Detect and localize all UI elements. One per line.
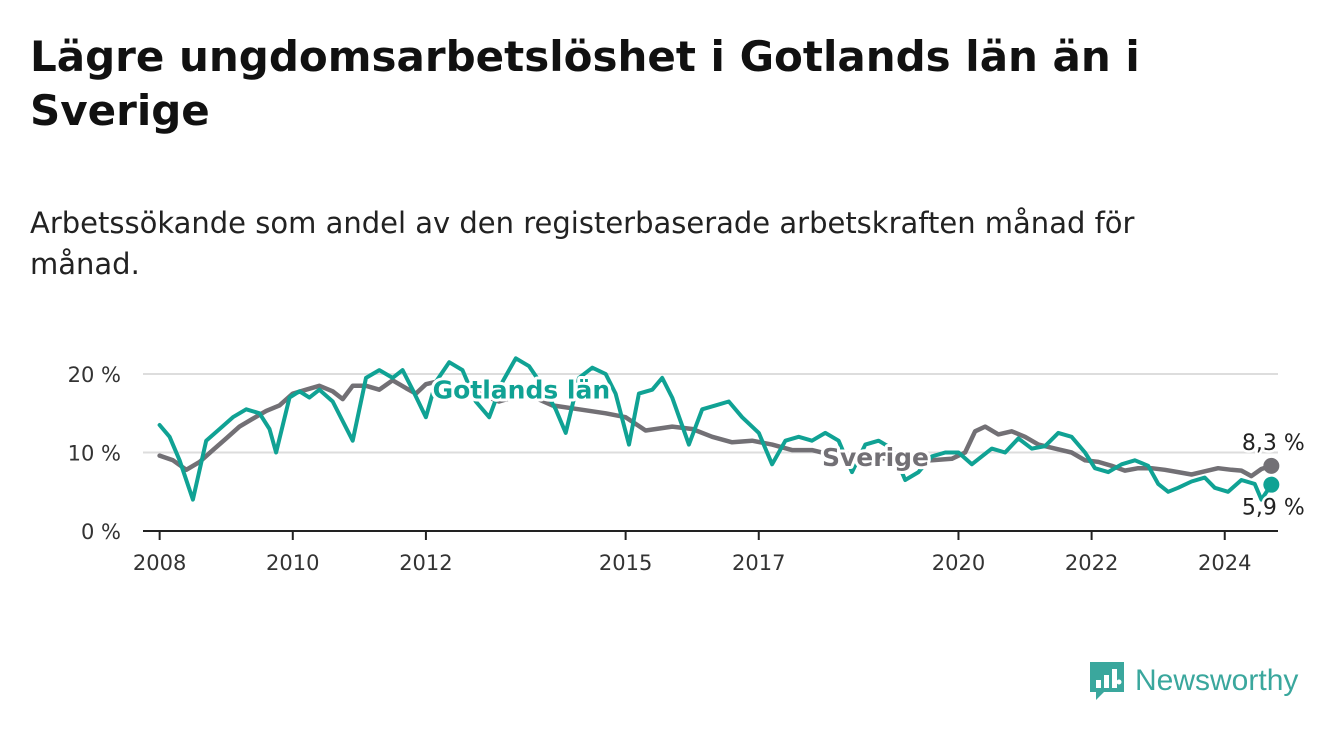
x-tick-label: 2020 [932,551,985,575]
x-tick-label: 2010 [266,551,319,575]
series-lines [157,356,1280,502]
axes: 0 % 10 % 20 % 2008 2010 2012 2015 2017 2020 2022 2… [68,363,1278,575]
chart-title: Lägre ungdomsarbetslöshet i Gotlands län… [30,32,1140,135]
series-line-gotlands-l-n [157,356,1274,502]
x-tick-label: 2017 [732,551,785,575]
newsworthy-logo: Newsworthy [1088,660,1298,702]
series-end-point-sverige [1263,457,1280,474]
series-label-gotlands-l-n: Gotlands län [433,375,611,404]
x-tick-label: 2024 [1198,551,1251,575]
chart-subtitle: Arbetssökande som andel av den registerb… [30,206,1135,281]
series-label-sverige: Sverige [822,443,929,472]
end-value-label-sverige: 8,3 % [1242,431,1305,456]
y-tick-label: 10 % [68,442,121,466]
x-tick-label: 2022 [1065,551,1118,575]
y-tick-label: 0 % [81,520,121,544]
series-labels: Sverige 8,3 % Gotlands län 5,9 % [430,372,1308,523]
series-line-sverige [157,378,1274,479]
x-tick-label: 2015 [599,551,652,575]
newsworthy-brand-name: Newsworthy [1135,664,1299,697]
x-tick-label: 2012 [399,551,452,575]
x-tick-label: 2008 [133,551,186,575]
series-end-point-gotlands-l-n [1263,476,1280,493]
end-value-label-gotlands-l-n: 5,9 % [1242,496,1305,521]
line-chart: 0 % 10 % 20 % 2008 2010 2012 2015 2017 2020 2022 2… [68,356,1308,575]
y-tick-label: 20 % [68,363,121,387]
newsworthy-chart-icon [1090,662,1124,700]
grid-lines [143,373,1278,454]
